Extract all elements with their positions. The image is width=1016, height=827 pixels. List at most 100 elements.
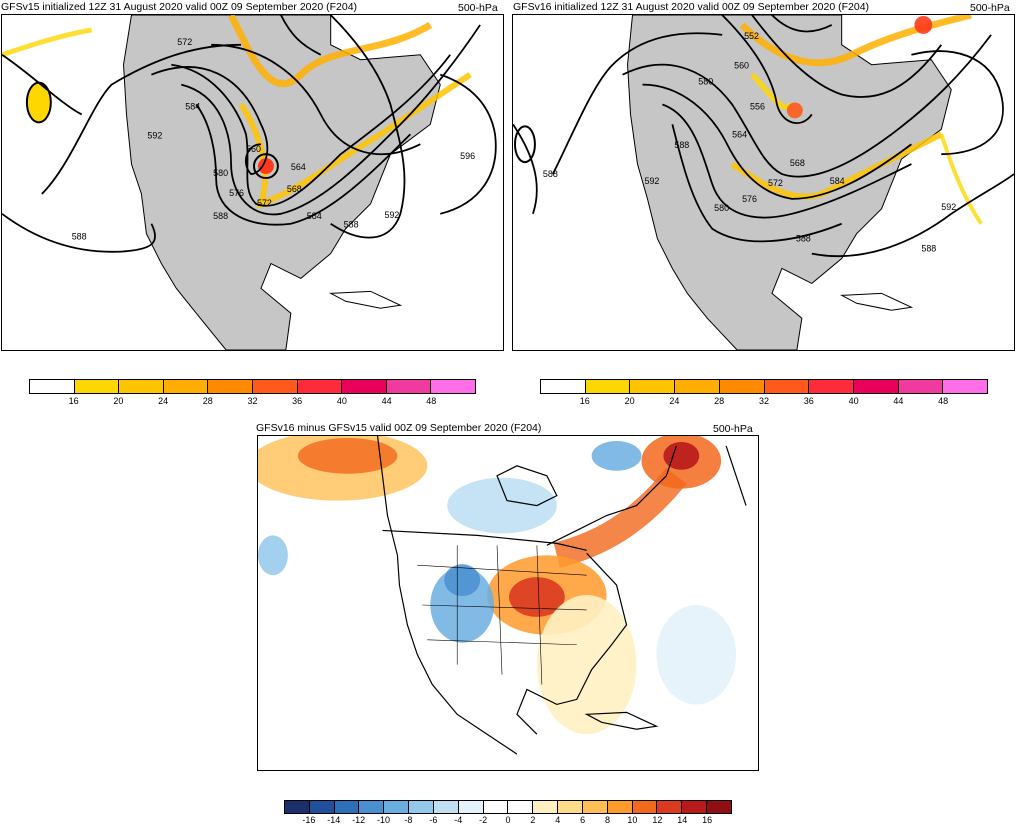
colorbar-swatch bbox=[630, 380, 676, 393]
contour-label: 588 bbox=[344, 220, 359, 230]
colorbar-tick-label: -16 bbox=[302, 815, 316, 825]
colorbar-tick-label: 36 bbox=[292, 396, 303, 406]
positive-anomaly bbox=[663, 441, 700, 470]
height-contours bbox=[513, 15, 1014, 258]
colorbar-tick-label: 40 bbox=[336, 396, 347, 406]
colorbar-swatch bbox=[431, 380, 475, 393]
colorbar-swatch bbox=[585, 380, 631, 393]
colorbar-tick-label: 40 bbox=[848, 396, 859, 406]
negative-anomaly bbox=[656, 604, 737, 705]
colorbar-tick-label: 2 bbox=[530, 815, 536, 825]
panel2-level: 500-hPa bbox=[970, 2, 1010, 14]
negative-anomaly bbox=[258, 535, 288, 576]
height-contours bbox=[2, 15, 497, 253]
colorbar-swatch bbox=[208, 380, 253, 393]
contour-label: 580 bbox=[714, 203, 729, 213]
panel2-map: 552 560 580 556 564 588 592 588 568 572 … bbox=[512, 14, 1015, 351]
contour-label: 580 bbox=[698, 77, 713, 87]
jet-streak bbox=[939, 133, 983, 225]
contour-label: 592 bbox=[644, 176, 659, 186]
colorbar-swatch bbox=[386, 380, 432, 393]
wind-colorbar-right-ticks: 16 20 24 28 32 36 40 44 48 bbox=[540, 396, 988, 408]
positive-anomaly bbox=[508, 577, 565, 617]
colorbar-swatch bbox=[898, 380, 944, 393]
colorbar-swatch bbox=[582, 801, 608, 813]
colorbar-swatch bbox=[409, 801, 434, 813]
contour-label: 572 bbox=[257, 198, 272, 208]
colorbar-tick-label: 32 bbox=[247, 396, 258, 406]
north-america-land bbox=[627, 15, 952, 350]
positive-anomaly bbox=[297, 437, 398, 474]
wind-colorbar-left bbox=[29, 379, 476, 394]
coastlines bbox=[376, 436, 747, 755]
contour-label: 592 bbox=[147, 130, 162, 140]
small-high bbox=[513, 125, 536, 164]
contour-label: 584 bbox=[307, 211, 322, 221]
contour-label: 588 bbox=[921, 244, 936, 254]
colorbar-tick-label: -10 bbox=[377, 815, 391, 825]
contour-label: 552 bbox=[744, 31, 759, 41]
contour-label: 588 bbox=[213, 211, 228, 221]
colorbar-swatch bbox=[943, 380, 988, 393]
colorbar-swatch bbox=[342, 380, 387, 393]
colorbar-swatch bbox=[508, 801, 534, 813]
contour-label: 556 bbox=[750, 101, 765, 111]
colorbar-tick-label: 44 bbox=[381, 396, 392, 406]
jet-streak bbox=[238, 72, 472, 209]
contour-label: 588 bbox=[543, 169, 558, 179]
cuba bbox=[328, 290, 403, 309]
colorbar-tick-label: -8 bbox=[404, 815, 413, 825]
colorbar-tick-label: -6 bbox=[429, 815, 438, 825]
contour-label: 560 bbox=[734, 61, 749, 71]
contour-label: 564 bbox=[732, 129, 747, 139]
colorbar-tick-label: 0 bbox=[505, 815, 511, 825]
contour-label: 584 bbox=[185, 101, 200, 111]
colorbar-swatch bbox=[163, 380, 209, 393]
colorbar-tick-label: 32 bbox=[758, 396, 770, 406]
panel1-title: GFSv15 initialized 12Z 31 August 2020 va… bbox=[1, 1, 358, 13]
colorbar-swatch bbox=[607, 801, 633, 813]
colorbar-swatch bbox=[764, 380, 810, 393]
colorbar-swatch bbox=[359, 801, 385, 813]
colorbar-swatch bbox=[719, 380, 765, 393]
wind-colorbar-right bbox=[540, 379, 988, 394]
panel2-map-svg: 552 560 580 556 564 588 592 588 568 572 … bbox=[513, 15, 1014, 350]
colorbar-swatch bbox=[707, 801, 731, 813]
negative-anomaly bbox=[591, 440, 642, 471]
panel1-map: 572 584 592 560 580 576 588 588 564 568 … bbox=[1, 14, 504, 351]
jet-core-ring bbox=[252, 153, 279, 180]
positive-anomaly bbox=[536, 595, 637, 735]
contour-label: 588 bbox=[796, 234, 811, 244]
colorbar-swatch bbox=[657, 801, 683, 813]
colorbar-swatch bbox=[297, 380, 343, 393]
contour-label: 596 bbox=[460, 151, 475, 161]
jet-streak bbox=[2, 27, 93, 58]
colorbar-tick-label: 12 bbox=[652, 815, 663, 825]
cuba bbox=[839, 292, 914, 311]
colorbar-swatch bbox=[483, 801, 509, 813]
colorbar-tick-label: -12 bbox=[352, 815, 366, 825]
colorbar-swatch bbox=[433, 801, 459, 813]
colorbar-swatch bbox=[285, 801, 310, 813]
colorbar-tick-label: 6 bbox=[580, 815, 586, 825]
panel1-level: 500-hPa bbox=[458, 2, 498, 14]
contour-label: 564 bbox=[291, 162, 306, 172]
colorbar-tick-label: 24 bbox=[158, 396, 169, 406]
colorbar-tick-label: 28 bbox=[714, 396, 725, 406]
jet-core bbox=[786, 102, 803, 119]
positive-anomaly-arc bbox=[553, 467, 687, 568]
contour-label: 592 bbox=[941, 202, 956, 212]
negative-anomaly bbox=[447, 477, 557, 534]
colorbar-tick-label: 20 bbox=[624, 396, 635, 406]
jet-streak bbox=[227, 15, 433, 87]
colorbar-tick-label: -14 bbox=[327, 815, 341, 825]
colorbar-swatch bbox=[119, 380, 164, 393]
colorbar-tick-label: 10 bbox=[627, 815, 638, 825]
colorbar-tick-label: 16 bbox=[579, 396, 590, 406]
colorbar-swatch bbox=[809, 380, 854, 393]
negative-anomaly bbox=[444, 564, 481, 597]
contour-label: 560 bbox=[246, 144, 261, 154]
colorbar-tick-label: 14 bbox=[677, 815, 688, 825]
colorbar-tick-label: 48 bbox=[938, 396, 949, 406]
panel3-level: 500-hPa bbox=[713, 423, 753, 435]
